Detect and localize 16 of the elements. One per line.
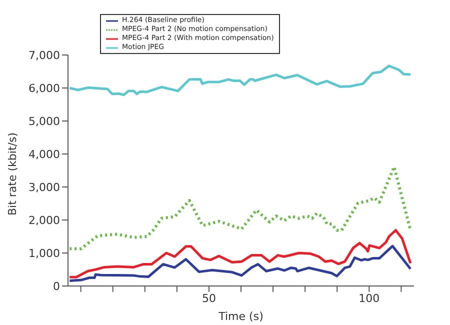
line-series [68,228,412,278]
y-tick-label: 3,000 [28,180,60,194]
y-tick-label: 1,000 [28,246,60,260]
line-series [68,165,412,250]
line-series [68,244,412,282]
y-tick-label: 5,000 [28,114,60,128]
x-tick-label: 50 [202,292,216,305]
y-tick-label: 4,000 [28,148,60,161]
y-tick-label: 6,000 [28,82,60,95]
y-tick-label: 0 [53,280,60,293]
y-tick-label: 2,000 [28,214,60,227]
x-tick-label: 100 [358,292,380,305]
y-axis-title: Bit rate (kbit/s) [6,132,19,216]
x-axis-title: Time (s) [218,310,264,323]
y-tick-label: 7,000 [28,48,60,62]
line-series [68,64,412,96]
